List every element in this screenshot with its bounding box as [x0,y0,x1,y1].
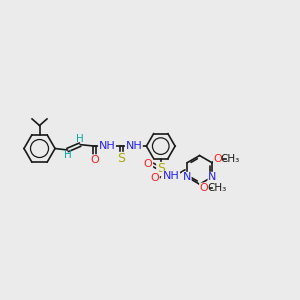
Text: O: O [200,183,208,193]
Text: NH: NH [163,171,180,182]
Text: H: H [64,150,72,161]
Text: NH: NH [125,140,142,151]
Text: CH₃: CH₃ [207,183,226,193]
Text: CH₃: CH₃ [221,154,240,164]
Text: S: S [117,152,125,166]
Text: NH: NH [99,140,116,151]
Text: N: N [208,172,217,182]
Text: O: O [90,155,99,165]
Text: N: N [183,172,191,182]
Text: S: S [157,163,165,176]
Text: O: O [144,159,153,169]
Text: O: O [214,154,222,164]
Text: H: H [76,134,83,144]
Text: O: O [150,172,159,183]
